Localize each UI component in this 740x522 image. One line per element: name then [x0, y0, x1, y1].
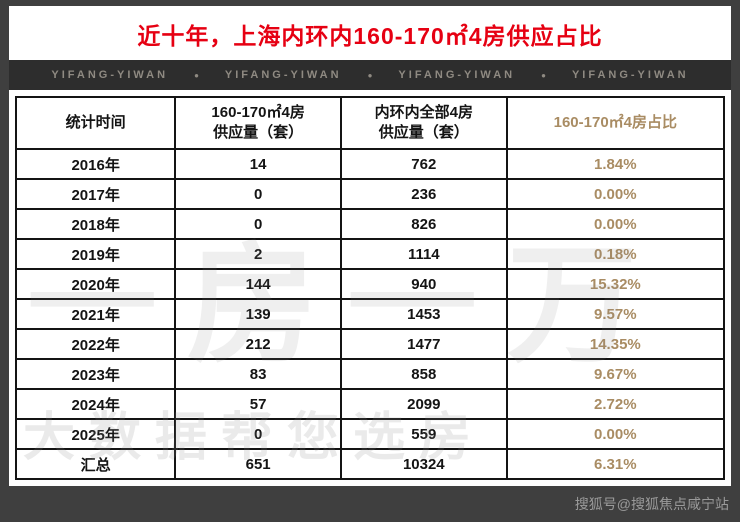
table-row: 2019年 2 1114 0.18% — [14, 238, 726, 270]
cell-total: 1477 — [339, 328, 508, 360]
cell-year: 2024年 — [14, 388, 177, 420]
cell-ratio: 0.00% — [505, 418, 726, 450]
header-ratio: 160-170㎡4房占比 — [505, 96, 726, 150]
source-credit: 搜狐号@搜狐焦点咸宁站 — [574, 496, 729, 512]
cell-total: 940 — [339, 268, 508, 300]
cell-supply: 0 — [174, 418, 342, 450]
brand-text: YIFANG-YIWAN — [571, 69, 689, 81]
cell-year: 2023年 — [14, 358, 177, 390]
table-row: 2017年 0 236 0.00% — [14, 178, 726, 210]
cell-year: 2019年 — [14, 238, 177, 270]
brand-text: YIFANG-YIWAN — [51, 69, 169, 81]
cell-year: 2017年 — [14, 178, 177, 210]
cell-supply: 0 — [174, 178, 342, 210]
brand-text: YIFANG-YIWAN — [398, 69, 516, 81]
cell-supply: 651 — [174, 448, 342, 480]
cell-total: 762 — [339, 148, 508, 180]
table-row: 2025年 0 559 0.00% — [14, 418, 726, 450]
header-supply-line2: 供应量（套） — [213, 124, 304, 141]
header-supply-line1: 160-170㎡4房 — [211, 103, 305, 121]
cell-supply: 57 — [174, 388, 342, 420]
header-supply: 160-170㎡4房 供应量（套） — [174, 96, 342, 150]
cell-year: 2021年 — [14, 298, 177, 330]
title-panel: 近十年，上海内环内160-170㎡4房供应占比 — [9, 6, 731, 60]
cell-supply: 139 — [174, 298, 342, 330]
cell-total: 858 — [339, 358, 508, 390]
dot-separator-icon: ● — [194, 70, 199, 80]
table-row: 2021年 139 1453 9.57% — [14, 298, 726, 330]
header-year: 统计时间 — [14, 96, 177, 150]
cell-year: 2022年 — [14, 328, 177, 360]
brand-text: YIFANG-YIWAN — [224, 69, 342, 81]
table-row: 2018年 0 826 0.00% — [14, 208, 726, 240]
page: 近十年，上海内环内160-170㎡4房供应占比 YIFANG-YIWAN ● Y… — [9, 6, 731, 512]
data-table-wrap: 统计时间 160-170㎡4房 供应量（套） 内环内全部4房 供应量（套） 16… — [9, 90, 731, 486]
page-title: 近十年，上海内环内160-170㎡4房供应占比 — [137, 23, 603, 49]
cell-total: 2099 — [339, 388, 508, 420]
footer: 搜狐号@搜狐焦点咸宁站 — [9, 486, 731, 522]
cell-total: 1453 — [339, 298, 508, 330]
cell-total: 826 — [339, 208, 508, 240]
cell-ratio: 9.57% — [505, 298, 726, 330]
cell-supply: 14 — [174, 148, 342, 180]
cell-supply: 83 — [174, 358, 342, 390]
cell-year: 2016年 — [14, 148, 177, 180]
cell-ratio: 0.00% — [505, 208, 726, 240]
cell-ratio: 1.84% — [505, 148, 726, 180]
cell-ratio: 6.31% — [505, 448, 726, 480]
cell-ratio: 14.35% — [505, 328, 726, 360]
table-row: 2022年 212 1477 14.35% — [14, 328, 726, 360]
dot-separator-icon: ● — [541, 70, 546, 80]
table-row-summary: 汇总 651 10324 6.31% — [14, 448, 726, 480]
header-total-line2: 供应量（套） — [378, 124, 469, 141]
header-total: 内环内全部4房 供应量（套） — [339, 96, 508, 150]
cell-year: 2020年 — [14, 268, 177, 300]
cell-ratio: 0.18% — [505, 238, 726, 270]
cell-total: 10324 — [339, 448, 508, 480]
cell-supply: 2 — [174, 238, 342, 270]
cell-year: 汇总 — [14, 448, 177, 480]
cell-ratio: 15.32% — [505, 268, 726, 300]
table-row: 2024年 57 2099 2.72% — [14, 388, 726, 420]
table-row: 2016年 14 762 1.84% — [14, 148, 726, 180]
table-row: 2023年 83 858 9.67% — [14, 358, 726, 390]
cell-ratio: 9.67% — [505, 358, 726, 390]
supply-table: 统计时间 160-170㎡4房 供应量（套） 内环内全部4房 供应量（套） 16… — [14, 96, 726, 480]
dot-separator-icon: ● — [367, 70, 373, 80]
cell-ratio: 2.72% — [505, 388, 726, 420]
cell-supply: 212 — [174, 328, 342, 360]
cell-total: 559 — [339, 418, 508, 450]
brand-banner: YIFANG-YIWAN ● YIFANG-YIWAN ● YIFANG-YIW… — [9, 60, 731, 90]
table-row: 2020年 144 940 15.32% — [14, 268, 726, 300]
header-total-line1: 内环内全部4房 — [374, 103, 473, 121]
cell-total: 236 — [339, 178, 508, 210]
cell-year: 2018年 — [14, 208, 177, 240]
cell-total: 1114 — [339, 238, 508, 270]
cell-ratio: 0.00% — [505, 178, 726, 210]
cell-year: 2025年 — [14, 418, 177, 450]
cell-supply: 144 — [174, 268, 342, 300]
cell-supply: 0 — [174, 208, 342, 240]
header-row: 统计时间 160-170㎡4房 供应量（套） 内环内全部4房 供应量（套） 16… — [14, 96, 726, 150]
